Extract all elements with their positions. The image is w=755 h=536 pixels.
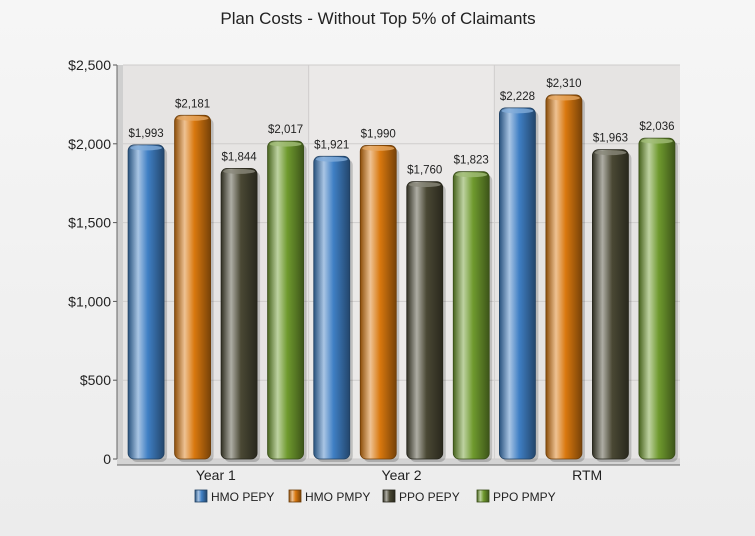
bar-cap bbox=[269, 141, 302, 147]
y-tick-label: $2,000 bbox=[68, 136, 111, 152]
legend-swatch bbox=[382, 489, 396, 503]
legend-label: HMO PEPY bbox=[211, 490, 274, 504]
bar bbox=[638, 137, 676, 460]
bar bbox=[313, 155, 351, 460]
bars bbox=[127, 94, 678, 463]
data-label: $2,181 bbox=[175, 98, 210, 110]
y-tick-label: $1,500 bbox=[68, 215, 111, 231]
data-label: $1,760 bbox=[407, 165, 442, 177]
bar bbox=[592, 149, 629, 460]
bar-cap bbox=[640, 138, 673, 144]
left-wall bbox=[117, 65, 123, 459]
bar-cap bbox=[223, 168, 256, 174]
bar-cap bbox=[547, 95, 580, 101]
bar-cap bbox=[594, 150, 627, 156]
bar bbox=[452, 171, 490, 460]
bar-cap bbox=[176, 115, 209, 121]
bar bbox=[359, 144, 397, 460]
legend-label: HMO PMPY bbox=[305, 490, 370, 504]
data-label: $2,017 bbox=[268, 124, 303, 136]
data-labels: $1,993 $2,181 $1,844 $2,017 $1,921 $1,990 $1,7… bbox=[128, 78, 674, 177]
bar bbox=[545, 94, 583, 460]
bar-cap bbox=[501, 108, 534, 114]
legend-swatch bbox=[194, 489, 208, 503]
legend-swatch bbox=[476, 489, 490, 503]
data-label: $1,993 bbox=[128, 128, 163, 140]
bar-cap bbox=[455, 172, 488, 178]
x-tick-label: RTM bbox=[572, 467, 602, 483]
data-label: $1,823 bbox=[454, 155, 489, 167]
data-label: $1,963 bbox=[593, 133, 628, 145]
bar bbox=[127, 144, 165, 460]
data-label: $1,844 bbox=[221, 151, 257, 163]
bar-cap bbox=[408, 182, 441, 188]
y-tick-label: $500 bbox=[80, 372, 111, 388]
bar bbox=[267, 140, 304, 460]
y-tick-label: $1,000 bbox=[68, 293, 111, 309]
floor bbox=[117, 459, 680, 465]
legend: HMO PEPY HMO PMPY PPO PEPY PPO PMPY bbox=[194, 489, 556, 504]
bar bbox=[174, 114, 211, 460]
gridlines bbox=[123, 64, 680, 460]
axes: 0 $500 $1,000 $1,500 $2,000 $2,500 Year 1 Year … bbox=[68, 57, 680, 483]
x-tick-label: Year 1 bbox=[196, 467, 236, 483]
data-label: $2,036 bbox=[639, 121, 674, 133]
bar bbox=[220, 167, 258, 460]
bar-cap bbox=[315, 156, 348, 162]
x-tick-label: Year 2 bbox=[382, 467, 422, 483]
data-label: $1,990 bbox=[361, 128, 396, 140]
data-label: $2,310 bbox=[546, 78, 581, 90]
legend-label: PPO PMPY bbox=[493, 490, 556, 504]
bar-cap bbox=[362, 145, 395, 151]
chart-title: Plan Costs - Without Top 5% of Claimants bbox=[220, 9, 535, 28]
bar-cap bbox=[130, 145, 163, 151]
bar bbox=[406, 181, 444, 460]
data-label: $2,228 bbox=[500, 91, 535, 103]
data-label: $1,921 bbox=[314, 139, 349, 151]
legend-label: PPO PEPY bbox=[399, 490, 460, 504]
y-tick-label: $2,500 bbox=[68, 57, 111, 73]
y-tick-label: 0 bbox=[103, 451, 111, 467]
bar bbox=[499, 107, 536, 460]
legend-swatch bbox=[288, 489, 302, 503]
